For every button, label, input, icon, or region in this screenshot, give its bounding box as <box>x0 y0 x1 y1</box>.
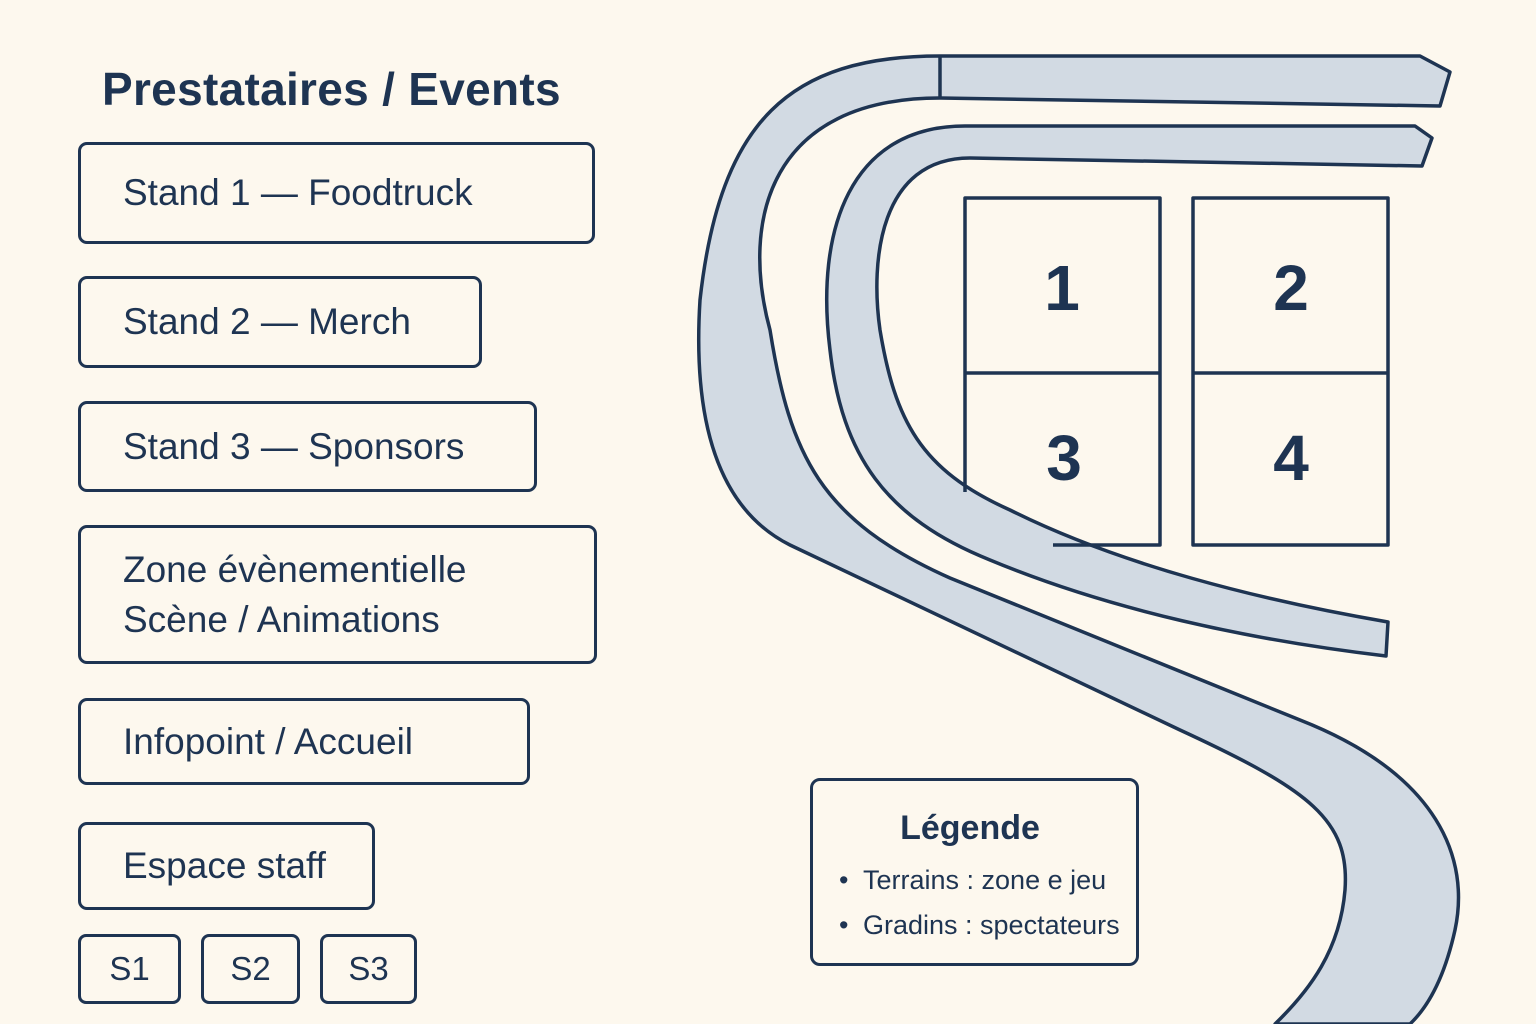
box-label: Infopoint / Accueil <box>123 720 414 762</box>
staff-space-s2[interactable]: S2 <box>201 934 300 1004</box>
stand-3-sponsors[interactable]: Stand 3 — Sponsors <box>78 401 537 492</box>
box-label-line-1: Zone évènementielle <box>123 548 467 590</box>
zone-evenementielle[interactable]: Zone évènementielle Scène / Animations <box>78 525 597 664</box>
small-box-label: S1 <box>109 950 150 987</box>
court-label-1[interactable]: 1 <box>1044 252 1080 324</box>
box-label: Stand 1 — Foodtruck <box>123 172 473 213</box>
small-box-label: S3 <box>348 950 389 987</box>
panel-title: Prestataires / Events <box>102 63 561 115</box>
outer-grandstand <box>696 54 1461 1024</box>
box-label: Stand 2 — Merch <box>123 301 411 342</box>
court-label-3[interactable]: 3 <box>1046 422 1082 494</box>
box-label: Stand 3 — Sponsors <box>123 425 465 467</box>
box-label-line-2: Scène / Animations <box>123 598 440 640</box>
legend-item-gradins: Gradins : spectateurs <box>839 910 1120 941</box>
court-label-4[interactable]: 4 <box>1273 422 1309 494</box>
court-label-2[interactable]: 2 <box>1273 252 1309 324</box>
legend-title: Légende <box>900 809 1040 847</box>
stand-1-foodtruck[interactable]: Stand 1 — Foodtruck <box>78 142 595 244</box>
box-label: Espace staff <box>123 845 326 886</box>
stand-2-merch[interactable]: Stand 2 — Merch <box>78 276 482 368</box>
staff-space-s1[interactable]: S1 <box>78 934 181 1004</box>
small-box-label: S2 <box>230 950 271 987</box>
court-grid-right <box>1191 196 1390 547</box>
court-grid-left <box>963 196 1162 547</box>
legend-item-terrains: Terrains : zone e jeu <box>839 865 1106 896</box>
inner-grandstand <box>825 124 1434 658</box>
legend: Légende Terrains : zone e jeu Gradins : … <box>810 778 1139 966</box>
staff-space-s3[interactable]: S3 <box>320 934 417 1004</box>
espace-staff[interactable]: Espace staff <box>78 822 375 910</box>
infopoint-accueil[interactable]: Infopoint / Accueil <box>78 698 530 785</box>
